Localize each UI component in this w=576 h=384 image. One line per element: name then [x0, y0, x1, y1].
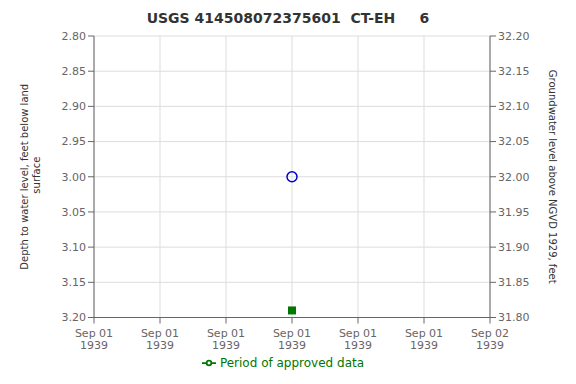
svg-text:31.95: 31.95	[498, 206, 530, 219]
svg-text:Sep 021939: Sep 021939	[471, 327, 509, 353]
svg-text:32.00: 32.00	[498, 171, 530, 184]
svg-text:2.90: 2.90	[62, 100, 87, 113]
svg-text:3.10: 3.10	[62, 241, 87, 254]
svg-text:Sep 011939: Sep 011939	[339, 327, 377, 353]
svg-text:32.15: 32.15	[498, 65, 530, 78]
svg-text:3.05: 3.05	[62, 206, 87, 219]
svg-text:2.85: 2.85	[62, 65, 87, 78]
svg-text:31.80: 31.80	[498, 311, 530, 324]
svg-text:2.95: 2.95	[62, 135, 87, 148]
svg-text:3.15: 3.15	[62, 276, 87, 289]
svg-text:31.85: 31.85	[498, 276, 530, 289]
svg-text:2.80: 2.80	[62, 30, 87, 43]
svg-text:surface: surface	[31, 157, 42, 197]
svg-text:32.20: 32.20	[498, 30, 530, 43]
svg-text:Sep 011939: Sep 011939	[273, 327, 311, 353]
svg-text:32.10: 32.10	[498, 100, 530, 113]
svg-text:32.05: 32.05	[498, 135, 530, 148]
html-text:USGS 414508072375601 CT-EH 6: USGS 414508072375601 CT-EH 6	[146, 10, 430, 26]
html-text:Period of approved data: Period of approved data	[219, 355, 365, 370]
svg-text:Sep 011939: Sep 011939	[207, 327, 245, 353]
svg-text:Depth to water level, feet bel: Depth to water level, feet below land	[19, 84, 30, 270]
svg-text:31.90: 31.90	[498, 241, 530, 254]
svg-text:3.00: 3.00	[62, 171, 87, 184]
svg-text:3.20: 3.20	[62, 311, 87, 324]
svg-text:Sep 011939: Sep 011939	[75, 327, 113, 353]
svg-text:Groundwater level above NGVD 1: Groundwater level above NGVD 1929, feet	[547, 70, 558, 284]
svg-text:Sep 011939: Sep 011939	[405, 327, 443, 353]
svg-text:Sep 011939: Sep 011939	[141, 327, 179, 353]
